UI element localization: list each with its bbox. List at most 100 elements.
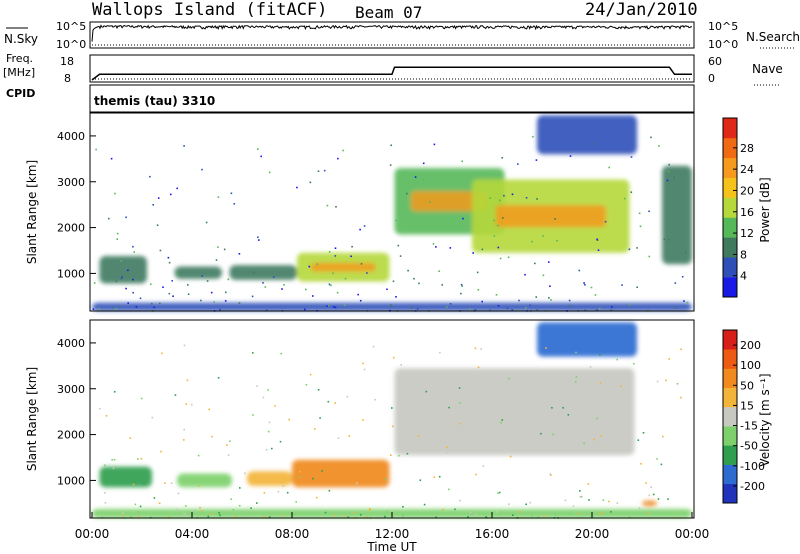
noise-tick-top-right: 10^5: [708, 20, 738, 33]
velocity-speckle-58: [474, 347, 477, 350]
power-speckle-259: [525, 197, 528, 199]
power-speckle-154: [121, 275, 123, 278]
velocity-speckle-157: [400, 364, 402, 366]
velocity-speckle-202: [183, 513, 185, 515]
velocity-bar-swatch-2: [723, 445, 737, 465]
velocity-speckle-227: [469, 511, 472, 514]
power-speckle-217: [598, 307, 601, 310]
velocity-speckle-63: [402, 506, 404, 508]
velocity-speckle-184: [353, 511, 356, 514]
velocity-speckle-23: [550, 474, 552, 476]
power-speckle-89: [390, 305, 393, 308]
velocity-speckle-131: [198, 485, 200, 487]
power-speckle-6: [630, 156, 633, 158]
velocity-speckle-242: [454, 508, 456, 511]
velocity-speckle-42: [665, 379, 667, 382]
power-speckle-226: [481, 248, 484, 251]
velocity-speckle-132: [500, 422, 502, 424]
power-speckle-151: [636, 247, 638, 249]
velocity-speckle-166: [549, 473, 551, 475]
velocity-speckle-14: [210, 513, 213, 515]
power-speckle-222: [507, 256, 510, 259]
velocity-speckle-82: [183, 428, 185, 431]
power-speckle-79: [506, 307, 509, 310]
velocity-speckle-25: [218, 511, 220, 514]
power-speckle-140: [536, 309, 539, 311]
power-bar-swatch-6: [723, 157, 737, 178]
power-bar-tick-label-3: 16: [740, 206, 754, 219]
power-speckle-54: [663, 238, 666, 241]
power-speckle-155: [524, 273, 526, 276]
power-ytick-label-1: 2000: [57, 222, 85, 235]
power-speckle-120: [328, 251, 331, 253]
velocity-speckle-229: [599, 354, 601, 356]
power-speckle-240: [206, 280, 209, 282]
velocity-speckle-41: [610, 511, 612, 513]
velocity-speckle-200: [263, 492, 266, 494]
velocity-speckle-222: [498, 491, 501, 494]
x-tick-label-0: 00:00: [75, 527, 110, 541]
freq-tick-top-left: 18: [60, 55, 74, 68]
velocity-speckle-106: [458, 387, 461, 389]
velocity-speckle-108: [419, 479, 422, 481]
velocity-speckle-177: [401, 514, 404, 516]
power-speckle-234: [328, 283, 331, 286]
power-speckle-187: [636, 286, 638, 288]
velocity-speckle-137: [130, 515, 132, 518]
velocity-speckle-136: [593, 438, 595, 441]
velocity-speckle-175: [551, 407, 553, 409]
power-speckle-172: [686, 301, 689, 304]
power-speckle-159: [501, 157, 503, 159]
power-speckle-218: [152, 204, 154, 206]
velocity-colorbar-label: Velocity [m s⁻¹]: [758, 373, 772, 466]
power-speckle-38: [127, 269, 129, 272]
power-speckle-227: [268, 171, 271, 174]
noise-tick-bottom-right: 10^0: [708, 38, 738, 51]
velocity-speckle-5: [646, 501, 649, 504]
velocity-speckle-12: [508, 503, 510, 505]
power-speckle-1: [596, 309, 598, 311]
power-speckle-68: [326, 305, 328, 307]
velocity-speckle-74: [459, 402, 462, 404]
velocity-bar-tick-label-3: 15: [740, 399, 754, 412]
power-speckle-220: [515, 309, 517, 311]
power-speckle-236: [95, 148, 97, 151]
velocity-speckle-135: [656, 458, 658, 460]
power-speckle-130: [481, 300, 483, 303]
power-bar-tick-label-4: 20: [740, 184, 754, 197]
power-speckle-178: [366, 272, 368, 274]
velocity-speckle-21: [197, 454, 200, 457]
velocity-speckle-122: [122, 514, 124, 517]
velocity-speckle-20: [112, 467, 115, 470]
velocity-speckle-124: [482, 465, 485, 467]
power-speckle-113: [238, 253, 241, 255]
power-speckle-186: [157, 197, 160, 199]
power-speckle-162: [337, 157, 339, 160]
power-speckle-183: [441, 284, 443, 286]
velocity-speckle-259: [279, 440, 282, 443]
velocity-speckle-130: [537, 516, 540, 519]
noise-panel-frame: [89, 21, 695, 49]
velocity-speckle-60: [657, 498, 660, 500]
beam-label: Beam 07: [355, 3, 422, 22]
freq-tick-top-right: 60: [708, 55, 722, 68]
velocity-speckle-207: [143, 482, 145, 485]
x-tick-label-4: 16:00: [475, 527, 510, 541]
velocity-speckle-129: [529, 501, 532, 504]
velocity-speckle-85: [600, 435, 602, 437]
velocity-speckle-198: [458, 422, 461, 425]
power-speckle-190: [363, 225, 366, 227]
velocity-bar-tick-label-6: -100: [740, 460, 765, 473]
power-speckle-166: [118, 305, 121, 308]
power-speckle-49: [201, 275, 203, 277]
power-speckle-135: [397, 244, 400, 247]
power-speckle-33: [170, 193, 172, 196]
velocity-bar-tick-label-7: -200: [740, 480, 765, 493]
power-speckle-255: [159, 249, 162, 252]
power-speckle-27: [153, 306, 155, 309]
noise-sky-label: N.Sky: [4, 32, 38, 46]
power-speckle-71: [156, 224, 159, 226]
velocity-speckle-15: [359, 514, 362, 516]
velocity-speckle-86: [390, 454, 392, 456]
velocity-speckle-9: [356, 482, 358, 485]
